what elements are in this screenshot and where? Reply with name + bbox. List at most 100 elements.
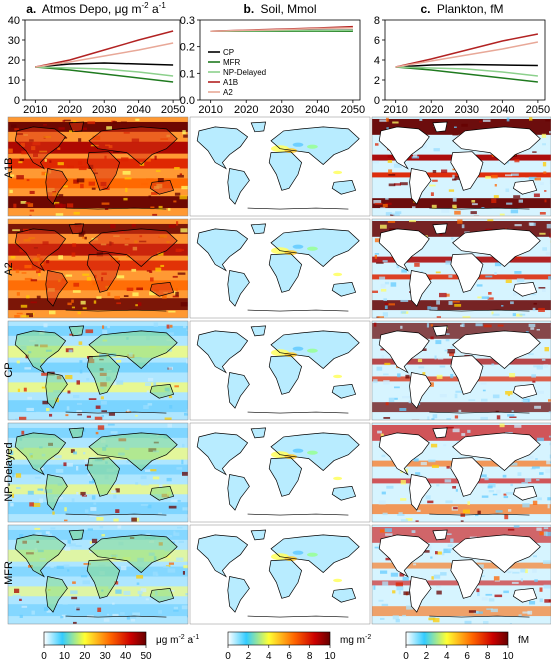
y-tick-label: 6 [374,35,380,47]
atmos-map-a1b [7,116,189,217]
colorbar-atmos-unit: μg m-2 a-1 [156,634,199,646]
y-tick-label: 4 [374,55,380,67]
legend-label: A2 [223,88,233,97]
legend-label: MFR [223,58,241,67]
plankton-map-a2 [371,218,551,319]
series-line-np-delayed [35,66,174,77]
series-line-cp [35,62,174,68]
colorbar-tick-label: 2 [246,651,252,660]
x-tick-label: 2030 [455,104,479,116]
row-label-np-delayed: NP-Delayed [3,442,15,501]
plot-frame [384,19,546,101]
y-tick-label: 10 [8,75,20,87]
plankton-map-a1b [371,116,551,217]
legend-label: NP-Delayed [223,68,266,77]
colorbar-soil-ticks: 0 2 4 6 8 10 [225,645,336,660]
panel-title-b: b. Soil, Mmol [243,2,316,16]
series-line-a2 [395,41,539,68]
colorbar-atmos-ticks: 0 10 20 30 40 50 [41,645,152,660]
atmos-map-np-delayed [7,422,189,523]
colorbar-tick-label: 0 [41,651,47,660]
x-tick-label: 2050 [526,104,550,116]
y-tick-label: 2 [374,75,380,87]
colorbar-atmos: 0 10 20 30 40 50 μg m-2 a-1 [41,631,199,660]
atmos-map-mfr [7,524,189,625]
y-tick-label: 0 [14,95,20,107]
x-tick-label: 2040 [305,104,329,116]
series-line-mfr [35,66,174,83]
x-tick-label: 2050 [161,104,185,116]
colorbar-tick-label: 8 [485,651,491,660]
soil-map-np-delayed [189,422,371,523]
colorbar-plankton-unit: fM [518,635,529,646]
y-tick-label: 0 [374,95,380,107]
colorbar-soil: 0 2 4 6 8 10 mg m-2 [225,631,371,660]
atmos-map-cp [7,320,189,421]
x-tick-label: 2010 [198,104,222,116]
colorbar-plankton-ticks: 0 2 4 6 8 10 [403,645,514,660]
colorbar-tick-label: 10 [324,651,336,660]
legend-label: CP [223,48,234,57]
plankton-map-np-delayed [371,422,551,523]
colorbar-tick-label: 20 [79,651,91,660]
y-tick-label: 20 [8,55,20,67]
colorbar-tick-label: 0 [225,651,231,660]
colorbar-tick-label: 30 [100,651,112,660]
colorbar-tick-label: 6 [286,651,292,660]
series-line-np-delayed [395,66,538,77]
colorbar-tick-label: 2 [424,651,430,660]
y-tick-label: 0.3 [180,15,195,27]
panel-title-a: a. Atmos Depo, μg m-2 a-1 [26,1,166,16]
colorbar-atmos-gradient [43,631,147,646]
colorbar-tick-label: 4 [444,651,450,660]
x-tick-label: 2010 [23,104,47,116]
plot-frame [199,19,361,101]
row-label-a2: A2 [3,262,15,275]
x-tick-label: 2020 [234,104,258,116]
plankton-map-mfr [371,524,551,625]
colorbar-tick-label: 8 [307,651,313,660]
series-line-a1b [35,30,174,68]
colorbar-soil-unit: mg m-2 [340,634,371,646]
y-tick-label: 0.1 [180,68,195,80]
colorbar-tick-label: 40 [120,651,132,660]
x-tick-label: 2030 [92,104,116,116]
colorbar-plankton: 0 2 4 6 8 10 fM [403,631,529,660]
soil-line-chart: 0.0 0.1 0.2 0.3 2010 2020 2030 2040 2050 CPMFRNP-… [180,15,365,116]
soil-map-mfr [189,524,371,625]
series-line-a2 [35,42,174,68]
plot-frame [24,19,181,101]
soil-map-a2 [189,218,371,319]
plankton-line-chart: 0 2 4 6 8 2010 2020 2030 2040 2050 [374,15,550,116]
soil-map-a1b [189,116,371,217]
colorbar-tick-label: 4 [266,651,272,660]
colorbar-tick-label: 10 [59,651,71,660]
row-labels: A1B A2 CP NP-Delayed MFR [3,158,15,585]
y-tick-label: 0.2 [180,42,195,54]
colorbar-tick-label: 10 [502,651,514,660]
series-line-cp [395,63,538,68]
plankton-map-cp [371,320,551,421]
y-tick-label: 8 [374,15,380,27]
x-tick-label: 2020 [419,104,443,116]
x-tick-label: 2020 [58,104,82,116]
colorbar-tick-label: 6 [464,651,470,660]
series-line-mfr [395,66,538,83]
x-tick-label: 2030 [270,104,294,116]
atmos-map-a2 [7,218,189,319]
soil-map-cp [189,320,371,421]
row-label-cp: CP [3,362,15,377]
x-tick-label: 2040 [126,104,150,116]
x-tick-label: 2040 [490,104,514,116]
colorbar-tick-label: 0 [403,651,409,660]
y-tick-label: 0.0 [180,95,195,107]
series-line-a2 [210,26,353,32]
legend-label: A1B [223,78,238,87]
y-tick-label: 40 [8,15,20,27]
panel-title-c: c. Plankton, fM [420,2,503,16]
colorbar-soil-gradient [227,631,331,646]
y-tick-label: 30 [8,35,20,47]
colorbar-plankton-gradient [405,631,509,646]
